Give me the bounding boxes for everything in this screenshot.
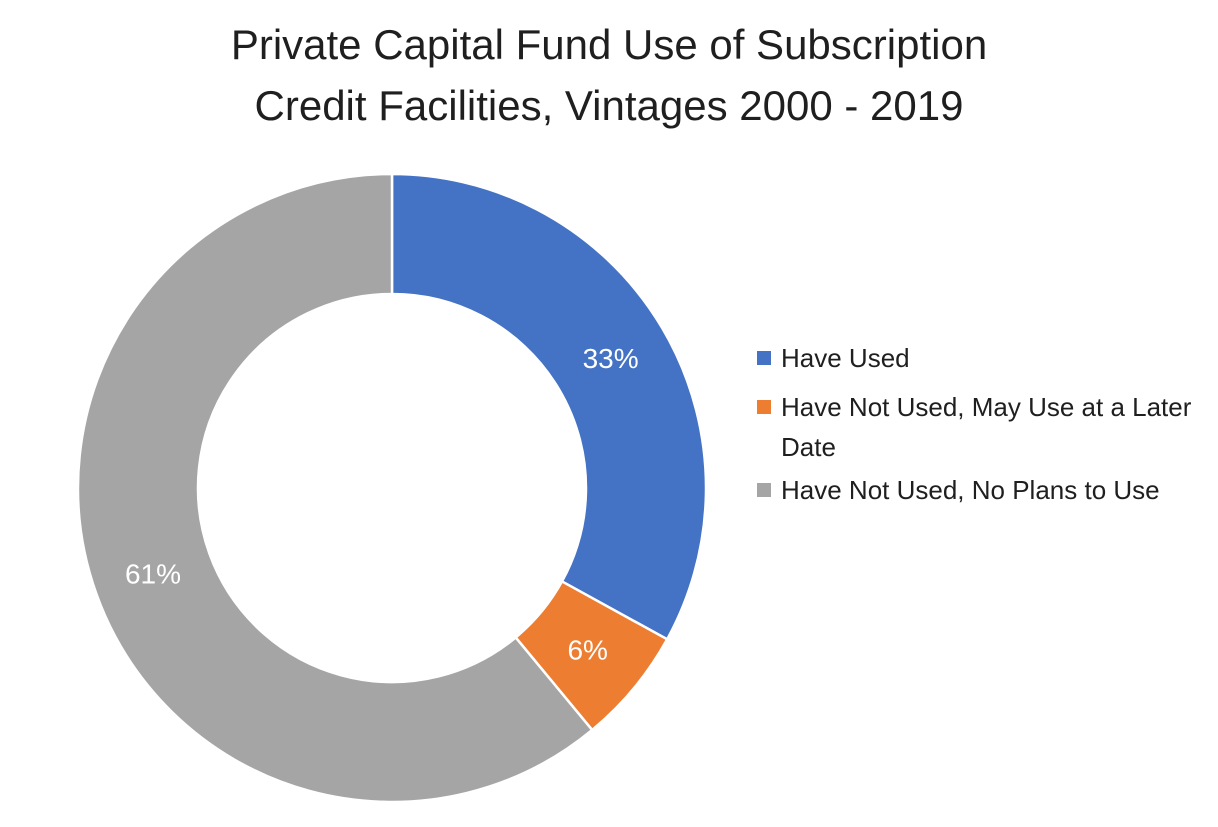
legend-label-have-used: Have Used bbox=[781, 343, 910, 373]
legend-swatch-no-plans bbox=[757, 483, 771, 497]
legend-label-no-plans: Have Not Used, No Plans to Use bbox=[781, 475, 1160, 505]
legend-swatch-have-used bbox=[757, 351, 771, 365]
data-label-may-use-later: 6% bbox=[567, 634, 607, 665]
legend-item-may-use-later: Have Not Used, May Use at a Later Date bbox=[757, 387, 1212, 467]
chart-title: Private Capital Fund Use of Subscription… bbox=[0, 14, 1218, 136]
legend-swatch-may-use-later bbox=[757, 400, 771, 414]
donut-slice-have-used bbox=[390, 172, 708, 641]
legend-item-have-used: Have Used bbox=[757, 338, 1212, 378]
chart-legend: Have Used Have Not Used, May Use at a La… bbox=[757, 338, 1212, 510]
legend-item-no-plans: Have Not Used, No Plans to Use bbox=[757, 470, 1212, 510]
data-label-no-plans: 61% bbox=[125, 559, 181, 590]
chart-title-line-2: Credit Facilities, Vintages 2000 - 2019 bbox=[254, 82, 964, 129]
chart-title-line-1: Private Capital Fund Use of Subscription bbox=[230, 21, 988, 68]
legend-label-may-use-later: Have Not Used, May Use at a Later Date bbox=[781, 392, 1192, 462]
donut-chart: 33% 6% 61% bbox=[76, 172, 708, 804]
data-label-have-used: 33% bbox=[583, 343, 639, 374]
donut-slice-no-plans bbox=[76, 172, 594, 804]
